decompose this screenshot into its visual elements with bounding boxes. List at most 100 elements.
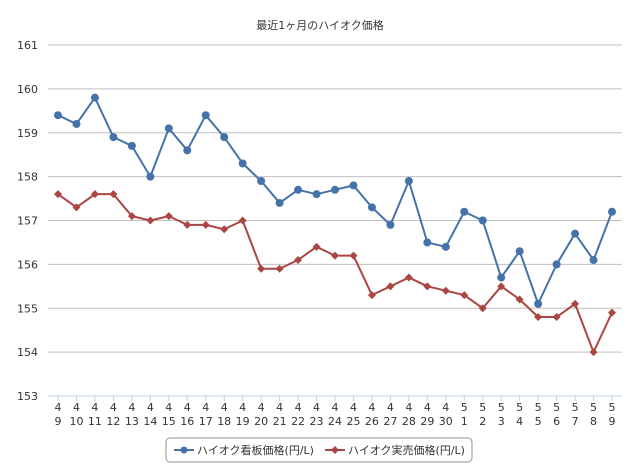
legend-item-signboard[interactable]: ハイオク看板価格(円/L) <box>174 443 314 457</box>
data-point[interactable] <box>367 291 376 300</box>
data-point[interactable] <box>478 304 487 313</box>
data-point[interactable] <box>589 255 598 264</box>
series-0 <box>54 93 616 308</box>
data-point[interactable] <box>201 111 210 120</box>
data-point[interactable] <box>127 141 136 150</box>
data-point[interactable] <box>183 220 192 229</box>
data-point[interactable] <box>441 242 450 251</box>
x-tick-label-day: 24 <box>328 415 342 428</box>
legend-item-actual[interactable]: ハイオク実売価格(円/L) <box>325 443 465 457</box>
data-point[interactable] <box>146 216 155 225</box>
data-point[interactable] <box>552 313 561 322</box>
data-point[interactable] <box>183 146 192 155</box>
data-point[interactable] <box>497 273 506 282</box>
data-point[interactable] <box>367 203 376 212</box>
y-tick-label: 158 <box>17 171 38 184</box>
x-tick-label-day: 7 <box>572 415 579 428</box>
x-tick-label-month: 4 <box>442 401 449 414</box>
x-tick-label-month: 4 <box>332 401 339 414</box>
x-tick-label-day: 26 <box>365 415 379 428</box>
data-point[interactable] <box>349 251 358 260</box>
x-tick-label-month: 5 <box>572 401 579 414</box>
data-point[interactable] <box>460 207 469 216</box>
x-tick-label-month: 4 <box>55 401 62 414</box>
data-point[interactable] <box>478 216 487 225</box>
data-point[interactable] <box>331 251 339 260</box>
data-point[interactable] <box>109 190 118 199</box>
x-tick-label-month: 5 <box>535 401 542 414</box>
data-point[interactable] <box>349 181 358 190</box>
data-point[interactable] <box>515 295 524 304</box>
data-point[interactable] <box>460 291 469 300</box>
x-tick-label-month: 4 <box>405 401 412 414</box>
data-point[interactable] <box>275 198 284 207</box>
data-point[interactable] <box>312 190 321 199</box>
x-tick-label-month: 4 <box>184 401 191 414</box>
data-point[interactable] <box>515 247 524 256</box>
data-point[interactable] <box>54 190 62 199</box>
data-point[interactable] <box>589 348 598 357</box>
data-point[interactable] <box>109 133 118 142</box>
data-point[interactable] <box>534 299 543 308</box>
data-point[interactable] <box>534 313 543 322</box>
x-tick-label-month: 4 <box>350 401 357 414</box>
data-point[interactable] <box>441 286 450 295</box>
data-point[interactable] <box>220 225 229 234</box>
y-tick-label: 157 <box>17 215 38 228</box>
data-point[interactable] <box>571 299 580 308</box>
data-point[interactable] <box>552 260 561 269</box>
data-point[interactable] <box>386 282 395 291</box>
data-point[interactable] <box>146 172 155 181</box>
x-tick-label-day: 10 <box>69 415 83 428</box>
data-point[interactable] <box>257 177 266 186</box>
data-point[interactable] <box>423 238 432 247</box>
x-tick-label-day: 28 <box>402 415 416 428</box>
data-point[interactable] <box>571 229 580 238</box>
data-point[interactable] <box>90 190 99 199</box>
legend-marker-diamond-icon <box>331 446 339 454</box>
data-point[interactable] <box>257 264 266 273</box>
data-point[interactable] <box>275 264 284 273</box>
x-tick-label-month: 4 <box>387 401 394 414</box>
data-point[interactable] <box>238 159 247 168</box>
data-point[interactable] <box>404 177 413 186</box>
data-point[interactable] <box>127 212 136 221</box>
data-point[interactable] <box>72 119 81 128</box>
x-tick-label-day: 8 <box>590 415 597 428</box>
x-tick-label-day: 15 <box>162 415 176 428</box>
data-point[interactable] <box>201 220 210 229</box>
x-tick-label-month: 4 <box>165 401 172 414</box>
x-tick-label-month: 5 <box>609 401 616 414</box>
data-point[interactable] <box>294 255 303 264</box>
grid-lines <box>48 44 622 397</box>
data-point[interactable] <box>220 133 229 142</box>
data-point[interactable] <box>90 93 99 102</box>
x-tick-label-month: 5 <box>498 401 505 414</box>
data-point[interactable] <box>404 273 413 282</box>
series-line <box>57 96 613 305</box>
x-tick-label-day: 5 <box>535 415 542 428</box>
x-axis: 4941041141241341441541641741841942042142… <box>48 395 622 428</box>
data-point[interactable] <box>497 282 506 291</box>
x-tick-label-month: 4 <box>73 401 80 414</box>
data-point[interactable] <box>238 216 247 225</box>
x-tick-label-day: 14 <box>143 415 157 428</box>
x-tick-label-day: 23 <box>310 415 324 428</box>
x-tick-label-day: 17 <box>199 415 213 428</box>
data-point[interactable] <box>54 111 62 120</box>
data-point[interactable] <box>331 185 339 194</box>
x-tick-label-day: 3 <box>498 415 505 428</box>
data-point[interactable] <box>312 242 321 251</box>
data-point[interactable] <box>608 308 616 317</box>
data-point[interactable] <box>164 124 173 133</box>
x-tick-label-day: 22 <box>291 415 305 428</box>
data-point[interactable] <box>294 185 303 194</box>
data-point[interactable] <box>423 282 432 291</box>
data-point[interactable] <box>608 207 616 216</box>
data-point[interactable] <box>72 203 81 212</box>
x-tick-label-day: 1 <box>461 415 468 428</box>
y-axis: 153 154 155 156 157 158 159 160 161 <box>17 39 38 403</box>
x-tick-label-day: 19 <box>236 415 250 428</box>
data-point[interactable] <box>386 220 395 229</box>
data-point[interactable] <box>164 212 173 221</box>
